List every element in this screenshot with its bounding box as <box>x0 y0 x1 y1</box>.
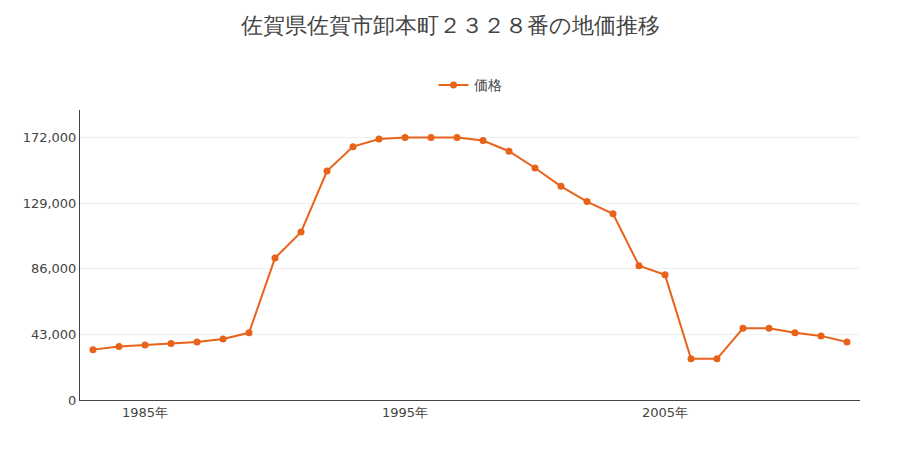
svg-text:1995年: 1995年 <box>382 405 428 420</box>
svg-text:0: 0 <box>68 393 76 408</box>
svg-text:価格: 価格 <box>474 77 502 93</box>
svg-text:86,000: 86,000 <box>31 261 77 276</box>
svg-text:43,000: 43,000 <box>31 327 77 342</box>
svg-text:1985年: 1985年 <box>122 405 168 420</box>
svg-text:佐賀県佐賀市卸本町２３２８番の地価推移: 佐賀県佐賀市卸本町２３２８番の地価推移 <box>241 13 660 38</box>
svg-text:172,000: 172,000 <box>23 130 77 145</box>
svg-text:129,000: 129,000 <box>23 196 77 211</box>
svg-text:2005年: 2005年 <box>642 405 688 420</box>
